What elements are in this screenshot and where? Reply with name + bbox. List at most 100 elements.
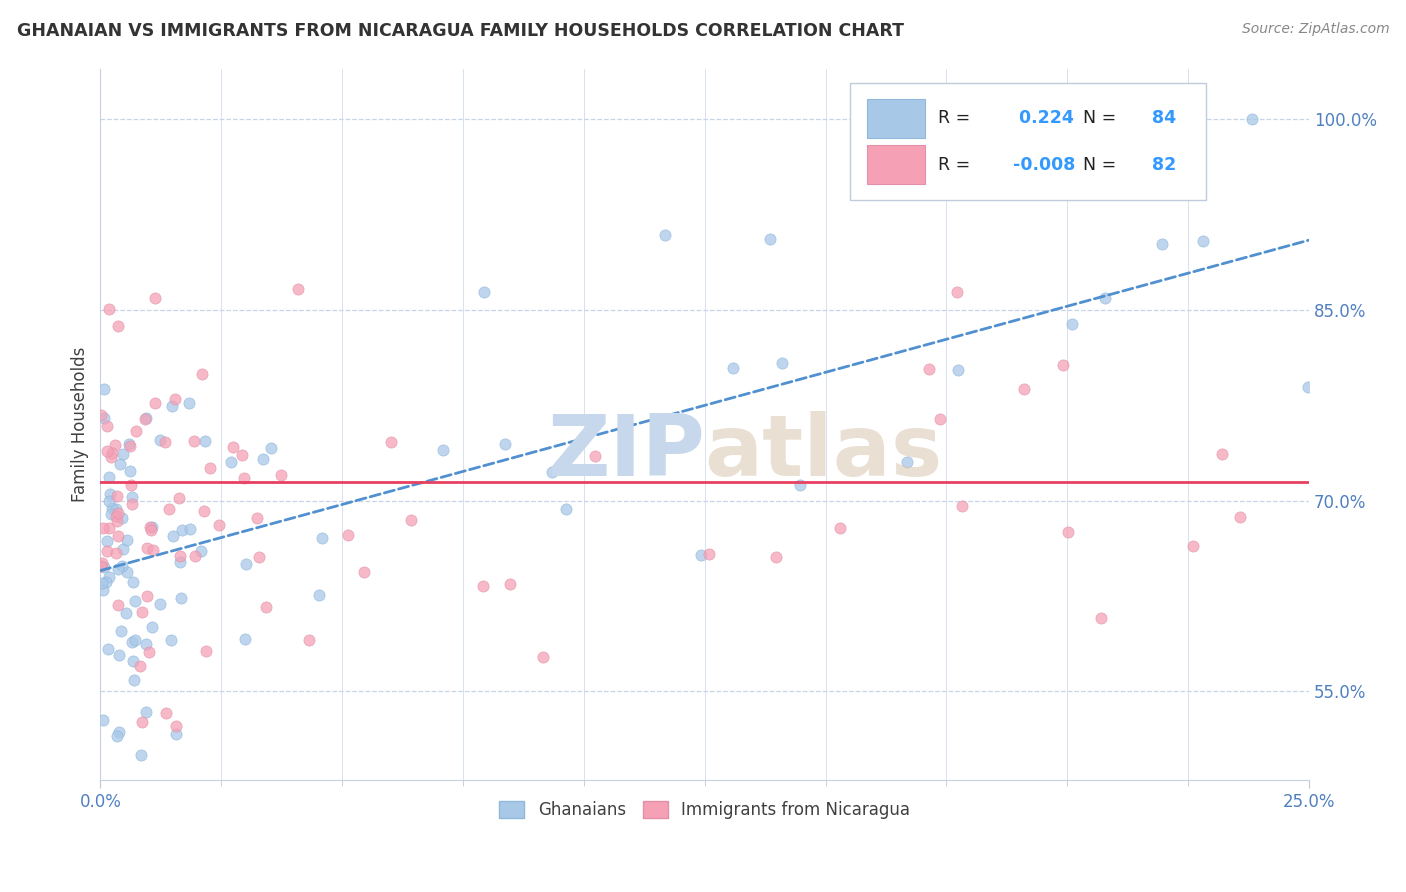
Point: [160, 632, 183, 647]
Point: [93, 382, 115, 396]
Point: [107, 561, 129, 575]
Point: [555, 501, 578, 516]
Point: [246, 510, 269, 524]
Point: [107, 599, 129, 613]
Text: -0.008: -0.008: [1012, 155, 1076, 174]
Point: [111, 559, 134, 574]
Point: [1052, 358, 1074, 372]
Point: [138, 646, 160, 660]
Y-axis label: Family Households: Family Households: [72, 347, 89, 502]
Point: [222, 440, 245, 454]
Point: [96, 534, 118, 549]
Point: [252, 452, 274, 467]
Point: [124, 673, 146, 687]
Point: [115, 533, 138, 548]
Text: R =: R =: [938, 110, 976, 128]
Point: [98, 470, 121, 484]
Point: [287, 282, 309, 296]
Point: [97, 642, 120, 657]
Point: [471, 578, 494, 592]
Point: [145, 396, 167, 410]
Point: [167, 491, 190, 506]
Point: [107, 529, 129, 543]
Point: [1229, 510, 1251, 524]
Point: [128, 659, 150, 673]
Point: [107, 319, 129, 334]
Point: [1094, 291, 1116, 305]
Point: [260, 441, 283, 455]
Point: [219, 455, 242, 469]
Point: [93, 410, 115, 425]
Point: [1191, 234, 1213, 248]
Point: [149, 597, 172, 611]
Point: [141, 520, 163, 534]
Point: [541, 465, 564, 479]
Point: [98, 486, 121, 500]
Point: [162, 529, 184, 543]
Point: [98, 521, 121, 535]
Point: [233, 470, 256, 484]
Text: R =: R =: [938, 155, 976, 174]
Point: [100, 507, 122, 521]
Point: [191, 368, 214, 382]
Point: [105, 509, 128, 524]
Point: [135, 541, 157, 555]
Point: [121, 634, 143, 648]
Point: [721, 361, 744, 376]
FancyBboxPatch shape: [866, 99, 925, 137]
Point: [142, 542, 165, 557]
Point: [135, 705, 157, 719]
Point: [828, 520, 851, 534]
Point: [96, 544, 118, 558]
Point: [120, 478, 142, 492]
Point: [690, 548, 713, 562]
Point: [194, 643, 217, 657]
Point: [125, 424, 148, 438]
Point: [165, 727, 187, 741]
Point: [96, 443, 118, 458]
Point: [155, 706, 177, 721]
Point: [1150, 237, 1173, 252]
Point: [104, 438, 127, 452]
Point: [170, 523, 193, 537]
Point: [96, 418, 118, 433]
Point: [190, 544, 212, 558]
Point: [100, 450, 122, 465]
Point: [770, 356, 793, 370]
Point: [946, 362, 969, 376]
Point: [90, 408, 112, 422]
Point: [105, 514, 128, 528]
Point: [101, 446, 124, 460]
Point: [108, 648, 131, 662]
Point: [765, 549, 787, 564]
Text: 82: 82: [1152, 155, 1177, 174]
Text: ZIP: ZIP: [547, 411, 704, 494]
Point: [135, 410, 157, 425]
Point: [1182, 539, 1205, 553]
Point: [110, 458, 132, 472]
Point: [194, 434, 217, 448]
Point: [399, 513, 422, 527]
Point: [583, 449, 606, 463]
Point: [108, 725, 131, 739]
Point: [758, 232, 780, 246]
Point: [208, 518, 231, 533]
Point: [380, 435, 402, 450]
Point: [231, 448, 253, 462]
Point: [654, 227, 676, 242]
Point: [499, 577, 522, 591]
Point: [135, 637, 157, 651]
Point: [183, 549, 205, 563]
Point: [111, 511, 134, 525]
Point: [1060, 317, 1083, 331]
Point: [247, 550, 270, 565]
Text: 0.224: 0.224: [1012, 110, 1074, 128]
Point: [254, 600, 277, 615]
Point: [155, 435, 177, 450]
Point: [91, 575, 114, 590]
Point: [918, 361, 941, 376]
Point: [114, 607, 136, 621]
Point: [121, 497, 143, 511]
Text: atlas: atlas: [704, 411, 943, 494]
Point: [1296, 380, 1319, 394]
